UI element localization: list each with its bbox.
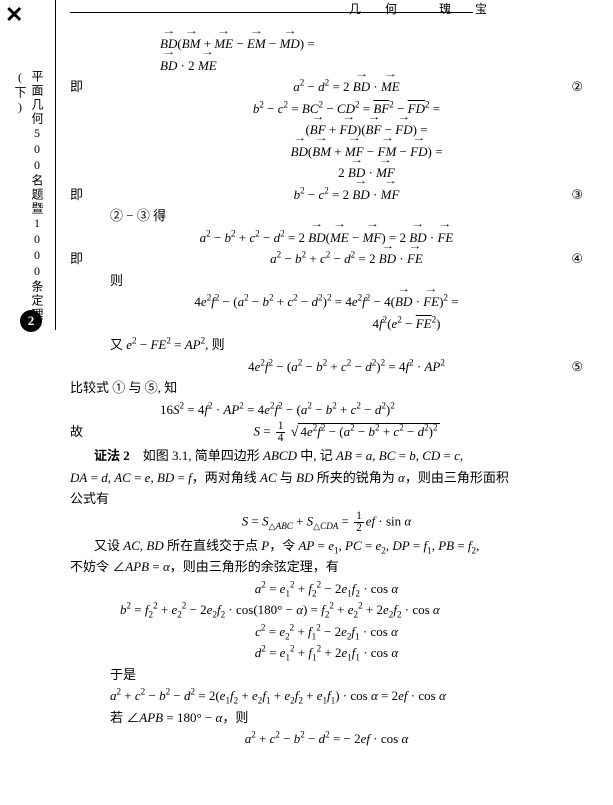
eq-line: 4e2f2 − (a2 − b2 + c2 − d2)2 = 4e2f2 − 4…	[70, 292, 583, 312]
sidebar-title: 平面几何500名题暨1000条定理(下)	[30, 70, 46, 330]
txt: 如图 3.1, 简单四边形	[143, 448, 263, 463]
eq-line: 4f2(e2 − FE2)	[70, 314, 583, 334]
eqnum-3: ③	[571, 185, 583, 205]
text-line: 若 ∠APB = 180° − α，则	[70, 708, 583, 728]
page-number-badge: 2	[20, 310, 42, 332]
label-ze: 则	[212, 337, 225, 352]
header-text: 几 何 瑰 宝	[349, 0, 493, 17]
eq-line: a2 + c2 − b2 − d2 = 2(e1f2 + e2f1 + e2f2…	[70, 686, 583, 706]
txt: 所在直线交于点	[164, 538, 262, 553]
eq-row: 4e2f2 − (a2 − b2 + c2 − d2)2 = 4f2 · AP2…	[70, 357, 583, 377]
eq-line: BD · 2 ME	[70, 56, 583, 76]
eqnum-5: ⑤	[571, 357, 583, 377]
txt: 若	[110, 710, 126, 725]
eq-line: 16S2 = 4f2 · AP2 = 4e2f2 − (a2 − b2 + c2…	[70, 400, 583, 420]
label-you: 又	[110, 337, 123, 352]
eq-row: 即 b2 − c2 = 2 BD · MF ③	[70, 185, 583, 205]
proof2-paragraph: 证法 2 如图 3.1, 简单四边形 ABCD 中, 记 AB = a, BC …	[70, 446, 583, 466]
txt: 不妨令	[70, 559, 112, 574]
txt: ，则由三角形的余弦定理，有	[170, 559, 339, 574]
txt: 与	[277, 470, 297, 485]
eq-line: d2 = e12 + f12 + 2e1f1 · cos α	[70, 643, 583, 663]
txt: 中, 记	[297, 448, 336, 463]
eq-row: 即 a2 − b2 + c2 − d2 = 2 BD · FE ④	[70, 249, 583, 269]
eq-line: c2 = e22 + f12 − 2e2f1 · cos α	[70, 622, 583, 642]
eqnum-2: ②	[571, 77, 583, 97]
txt: 所夹的锐角为	[314, 470, 399, 485]
label-ze: 则	[70, 271, 583, 291]
eq-line: a2 = e12 + f22 − 2e1f2 · cos α	[70, 579, 583, 599]
eq-row: 故 S = 14 4e2f2 − (a2 − b2 + c2 − d2)2	[70, 421, 583, 444]
txt: ，令	[269, 538, 298, 553]
label-yushi: 于是	[70, 665, 583, 685]
txt: ，则由三角形面积	[405, 470, 509, 485]
sidebar: 平面几何500名题暨1000条定理(下)	[0, 0, 56, 330]
text-line: 不妨令 ∠APB = α，则由三角形的余弦定理，有	[70, 557, 583, 577]
eq-line: b2 = f22 + e22 − 2e2f2 · cos(180° − α) =…	[70, 600, 583, 620]
label-compare: 比较式 ① 与 ⑤, 知	[70, 378, 583, 398]
eq-line: 2 BD · MF	[70, 163, 583, 183]
eq-line: a2 + c2 − b2 − d2 = − 2ef · cos α	[70, 729, 583, 749]
label-ji: 即	[70, 185, 110, 205]
label-ji: 即	[70, 249, 110, 269]
eq-line: a2 − b2 + c2 − d2 = 2 BD(ME − MF) = 2 BD…	[70, 228, 583, 248]
eq-line: BD(BM + MF − FM − FD) =	[70, 142, 583, 162]
txt: ，两对角线	[192, 470, 260, 485]
proof2-paragraph: 公式有	[70, 489, 583, 509]
eq-line: S = S△ABC + S△CDA = 12ef · sin α	[70, 511, 583, 534]
page-content: BD(BM + ME − EM − MD) = BD · 2 ME 即 a2 −…	[0, 0, 613, 761]
text-line: 又设 AC, BD 所在直线交于点 P，令 AP = e1, PC = e2, …	[70, 536, 583, 556]
eq-line: BD(BM + ME − EM − MD) =	[70, 34, 583, 54]
label-gu: 故	[70, 422, 110, 442]
txt: ，则	[222, 710, 248, 725]
text-line: 又 e2 − FE2 = AP2, 则	[70, 335, 583, 355]
eqnum-4: ④	[571, 249, 583, 269]
proof2-paragraph: DA = d, AC = e, BD = f，两对角线 AC 与 BD 所夹的锐…	[70, 468, 583, 488]
proof-label: 证法 2	[94, 448, 130, 463]
txt: 又设	[94, 538, 123, 553]
eq-row: 即 a2 − d2 = 2 BD · ME ②	[70, 77, 583, 97]
label-ji: 即	[70, 77, 110, 97]
